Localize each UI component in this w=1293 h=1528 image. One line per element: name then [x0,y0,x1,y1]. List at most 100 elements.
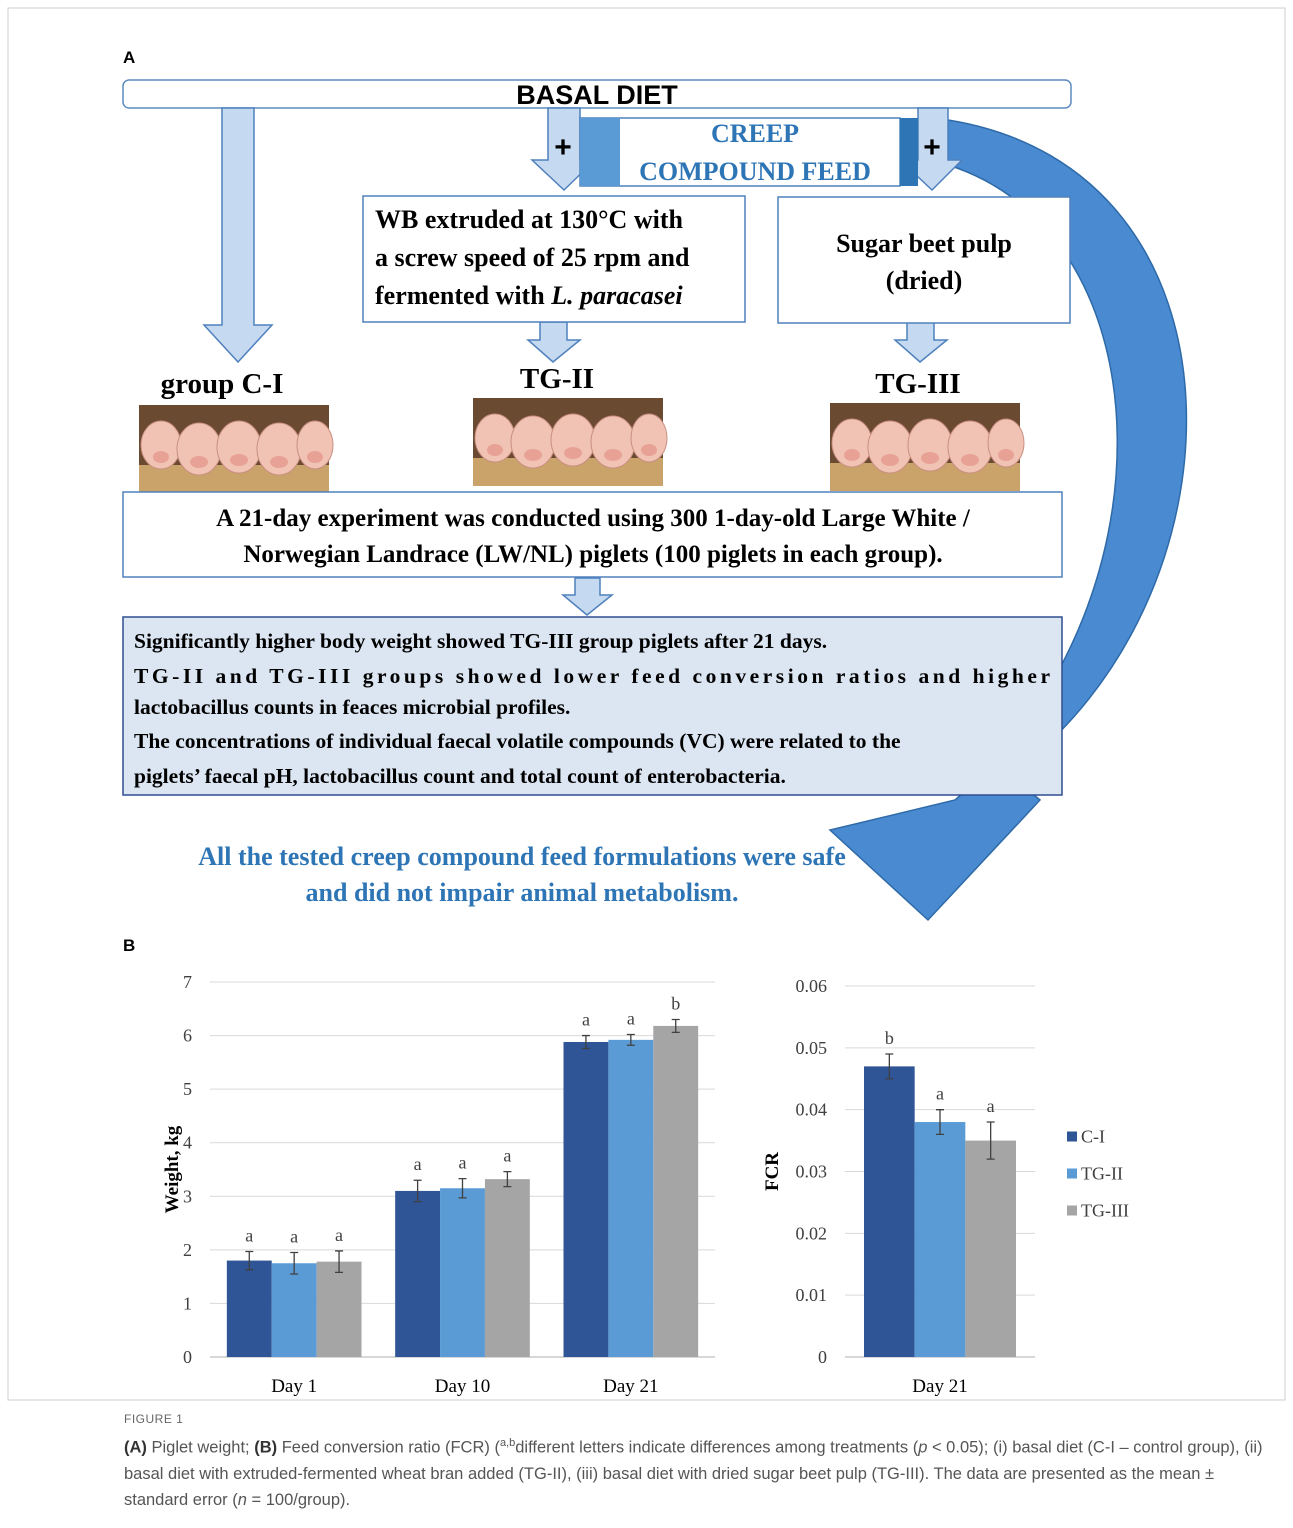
figure: A BASAL DIET CREEP COMPOUND FEED + + WB … [7,7,1286,1401]
x-tick-label: Day 10 [435,1376,490,1397]
caption: (A) Piglet weight; (B) Feed conversion r… [124,1430,1274,1513]
error-bar [413,1179,422,1203]
results-box [122,616,1063,796]
x-tick-label: Day 21 [603,1376,658,1397]
creep-label: COMPOUND FEED [639,157,871,186]
caption-part: n [237,1490,247,1509]
bar [440,1188,485,1357]
error-bar [458,1177,467,1199]
wb-species: L. paracasei [550,281,683,310]
results-text: piglets’ faecal pH, lactobacillus count … [134,764,786,788]
bar [316,1261,362,1357]
results-text: The concentrations of individual faecal … [134,729,901,753]
caption-part: Feed conversion ratio (FCR) ( [277,1438,500,1457]
caption-title: FIGURE 1 [124,1412,184,1426]
plus: + [554,131,572,164]
y-tick-label: 0.05 [796,1038,828,1058]
caption-part: different letters indicate differences a… [515,1438,919,1457]
significance-letter: a [582,1010,590,1030]
wb-box [362,195,746,323]
significance-letter: a [414,1154,422,1174]
figure-frame [7,7,1286,1401]
x-tick-label: Day 1 [271,1376,317,1397]
error-bar [335,1250,344,1274]
y-tick-label: 0.03 [796,1162,828,1182]
bar [914,1122,966,1357]
y-tick-label: 6 [183,1026,192,1046]
plus: + [923,131,941,164]
creep-accent [580,118,620,186]
y-tick-label: 3 [183,1186,192,1206]
creep-label: CREEP [711,119,799,148]
error-bar [503,1170,512,1188]
arrow [526,321,583,363]
significance-letter: a [290,1227,298,1247]
y-tick-label: 0 [183,1347,192,1367]
y-tick-label: 1 [183,1293,192,1313]
error-bar [626,1033,635,1046]
bar [226,1260,272,1357]
panel-label: A [123,48,135,67]
y-tick-label: 0.06 [796,976,828,996]
conclusion-text: All the tested creep compound feed formu… [198,842,846,871]
basal-box [122,79,1072,109]
legend-label: TG-III [1081,1201,1129,1221]
group-label: TG-II [520,363,594,395]
significance-letter: a [459,1153,467,1173]
bar [395,1190,441,1357]
wb-text: a screw speed of 25 rpm and [375,243,690,272]
error-bar [885,1053,894,1080]
results-text: TG-II and TG-III groups showed lower fee… [134,664,1050,688]
bar [563,1042,609,1357]
y-tick-label: 2 [183,1240,192,1260]
y-tick-label: 0.02 [796,1223,828,1243]
experiment-box [122,491,1063,578]
group-label: TG-III [875,368,960,400]
bar [965,1140,1016,1357]
significance-letter: a [627,1009,635,1029]
arrow [202,107,274,364]
panel-label: B [123,936,135,955]
bar [271,1263,317,1357]
significance-letter: a [987,1096,995,1116]
wb-text: WB extruded at 130°C with [375,205,683,234]
arrow [893,321,950,363]
experiment-text: Norwegian Landrace (LW/NL) piglets (100 … [243,541,942,568]
y-tick-label: 0 [818,1347,827,1367]
creep-box [579,117,901,187]
group-label: group C-I [161,368,284,400]
results-text: Significantly higher body weight showed … [134,629,827,653]
error-bar [581,1034,590,1050]
bar [864,1066,915,1357]
error-bar [290,1251,299,1275]
error-bar [245,1250,254,1271]
basal-label: BASAL DIET [516,80,678,110]
y-tick-label: 7 [183,972,192,992]
significance-letter: a [503,1146,511,1166]
x-tick-label: Day 21 [912,1376,967,1397]
caption-part: (A) [124,1438,147,1457]
bar [608,1039,654,1357]
arrow [560,577,615,616]
legend-label: TG-II [1081,1164,1123,1184]
sugar-box [777,196,1071,324]
bar [484,1179,530,1357]
pig-photo [138,404,334,494]
significance-letter: a [936,1084,944,1104]
y-axis-title: Weight, kg [162,1125,183,1213]
y-tick-label: 5 [183,1079,192,1099]
sugar-text: (dried) [886,266,963,295]
wb-text-part: fermented with [375,281,551,310]
conclusion-text: and did not impair animal metabolism. [306,878,739,907]
significance-letter: b [671,994,680,1014]
legend-swatch [1067,1205,1077,1216]
caption-part: = 100/group). [246,1490,351,1509]
error-bar [986,1121,995,1160]
y-axis-title: FCR [762,1152,783,1191]
y-tick-label: 4 [183,1133,192,1153]
caption-part: p [918,1438,928,1457]
caption-part: < 0.05); (i) basal diet (C-I – control g… [124,1438,1263,1509]
caption-part: Piglet weight; [146,1438,255,1457]
y-tick-label: 0.01 [796,1285,828,1305]
